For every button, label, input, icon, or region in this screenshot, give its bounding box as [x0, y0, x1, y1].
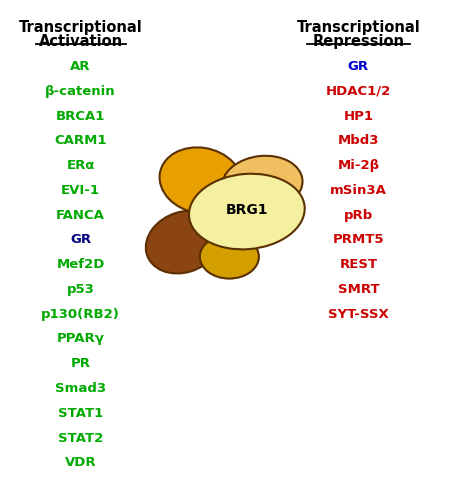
Text: HDAC1/2: HDAC1/2 — [326, 85, 391, 98]
Text: FANCA: FANCA — [56, 208, 105, 222]
Text: HP1: HP1 — [343, 110, 374, 123]
Text: pRb: pRb — [344, 208, 373, 222]
Text: Activation: Activation — [39, 34, 123, 49]
Text: CARM1: CARM1 — [54, 134, 107, 147]
Text: Mbd3: Mbd3 — [338, 134, 379, 147]
Text: mSin3A: mSin3A — [330, 184, 387, 197]
Text: VDR: VDR — [65, 456, 96, 469]
Text: PR: PR — [71, 357, 90, 370]
Text: SYT-SSX: SYT-SSX — [328, 308, 389, 321]
Text: EVI-1: EVI-1 — [61, 184, 100, 197]
Text: ERα: ERα — [67, 159, 95, 172]
Text: BRG1: BRG1 — [225, 203, 268, 216]
Text: β-catenin: β-catenin — [45, 85, 116, 98]
Ellipse shape — [200, 235, 259, 279]
Text: Transcriptional: Transcriptional — [19, 20, 143, 35]
Text: PRMT5: PRMT5 — [333, 233, 384, 247]
Text: Transcriptional: Transcriptional — [297, 20, 420, 35]
Text: STAT1: STAT1 — [58, 407, 104, 420]
Ellipse shape — [146, 211, 221, 274]
Text: Smad3: Smad3 — [55, 382, 106, 395]
Text: p130(RB2): p130(RB2) — [41, 308, 120, 321]
Text: SMRT: SMRT — [338, 283, 379, 296]
Text: BRCA1: BRCA1 — [56, 110, 105, 123]
Text: p53: p53 — [67, 283, 94, 296]
Text: GR: GR — [70, 233, 91, 247]
Text: Repression: Repression — [312, 34, 405, 49]
Ellipse shape — [222, 156, 302, 212]
Text: Mef2D: Mef2D — [56, 258, 105, 271]
Text: REST: REST — [339, 258, 378, 271]
Text: AR: AR — [70, 60, 91, 73]
Text: STAT2: STAT2 — [58, 432, 104, 445]
Text: GR: GR — [348, 60, 369, 73]
Text: Mi-2β: Mi-2β — [338, 159, 379, 172]
Ellipse shape — [160, 147, 242, 213]
Text: PPARγ: PPARγ — [57, 332, 104, 345]
Ellipse shape — [189, 174, 305, 249]
